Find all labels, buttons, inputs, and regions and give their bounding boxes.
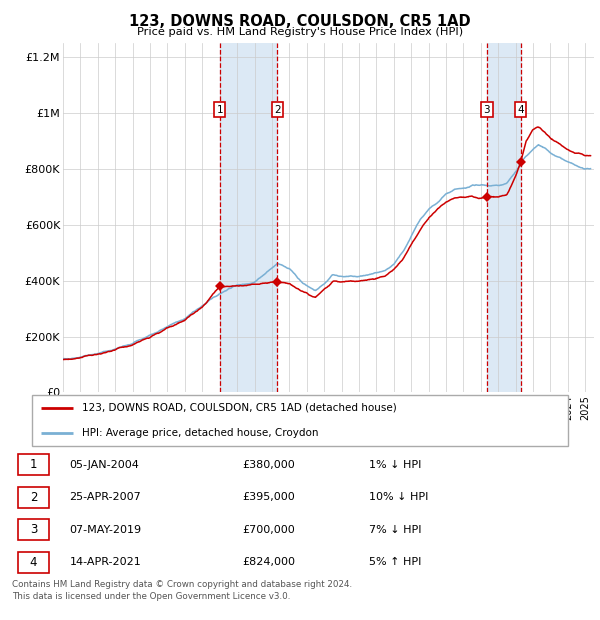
Text: Contains HM Land Registry data © Crown copyright and database right 2024.
This d: Contains HM Land Registry data © Crown c… — [12, 580, 352, 601]
Text: 4: 4 — [517, 105, 524, 115]
Text: 2: 2 — [30, 490, 37, 503]
Text: 07-MAY-2019: 07-MAY-2019 — [70, 525, 142, 534]
Text: 10% ↓ HPI: 10% ↓ HPI — [369, 492, 428, 502]
FancyBboxPatch shape — [18, 487, 49, 508]
Text: 3: 3 — [484, 105, 490, 115]
Text: Price paid vs. HM Land Registry's House Price Index (HPI): Price paid vs. HM Land Registry's House … — [137, 27, 463, 37]
Text: 1: 1 — [217, 105, 223, 115]
Text: 7% ↓ HPI: 7% ↓ HPI — [369, 525, 422, 534]
Text: 5% ↑ HPI: 5% ↑ HPI — [369, 557, 421, 567]
Text: 3: 3 — [30, 523, 37, 536]
Text: £395,000: £395,000 — [242, 492, 295, 502]
Text: £380,000: £380,000 — [242, 459, 295, 469]
FancyBboxPatch shape — [18, 552, 49, 573]
Text: £700,000: £700,000 — [242, 525, 295, 534]
Bar — [220, 43, 277, 392]
Text: 2: 2 — [274, 105, 281, 115]
Text: £824,000: £824,000 — [242, 557, 295, 567]
Text: 1: 1 — [30, 458, 37, 471]
Text: 123, DOWNS ROAD, COULSDON, CR5 1AD: 123, DOWNS ROAD, COULSDON, CR5 1AD — [129, 14, 471, 29]
FancyBboxPatch shape — [32, 395, 568, 446]
Text: 25-APR-2007: 25-APR-2007 — [70, 492, 142, 502]
Text: 123, DOWNS ROAD, COULSDON, CR5 1AD (detached house): 123, DOWNS ROAD, COULSDON, CR5 1AD (deta… — [82, 402, 397, 412]
Bar — [487, 43, 521, 392]
Text: 4: 4 — [30, 556, 37, 569]
Text: 14-APR-2021: 14-APR-2021 — [70, 557, 142, 567]
FancyBboxPatch shape — [18, 519, 49, 540]
Text: 05-JAN-2004: 05-JAN-2004 — [70, 459, 139, 469]
Text: HPI: Average price, detached house, Croydon: HPI: Average price, detached house, Croy… — [82, 428, 318, 438]
Text: 1% ↓ HPI: 1% ↓ HPI — [369, 459, 421, 469]
FancyBboxPatch shape — [18, 454, 49, 475]
